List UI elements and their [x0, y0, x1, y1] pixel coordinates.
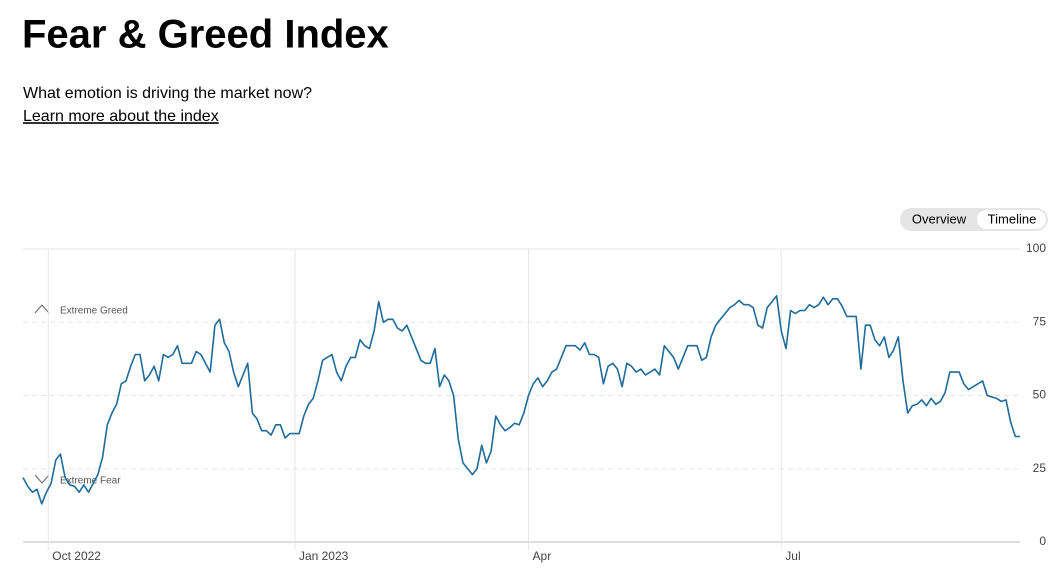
- index-line: [22, 295, 1020, 505]
- x-tick-label: Apr: [533, 549, 552, 563]
- greed-chevron: [34, 304, 50, 314]
- subtitle: What emotion is driving the market now?: [23, 85, 312, 102]
- x-tick-label: Jul: [785, 549, 800, 563]
- y-tick-label: 100: [1026, 241, 1046, 255]
- zone-label: Extreme Greed: [60, 306, 128, 317]
- y-tick-label: 50: [1033, 388, 1047, 402]
- learn-link[interactable]: Learn more about the index: [23, 108, 219, 125]
- x-tick-label: Jan 2023: [299, 549, 349, 563]
- toggle-option[interactable]: Timeline: [988, 211, 1037, 226]
- toggle-option[interactable]: Overview: [912, 211, 967, 226]
- zone-label: Extreme Fear: [60, 476, 121, 487]
- y-tick-label: 0: [1039, 534, 1046, 548]
- y-tick-label: 25: [1033, 461, 1047, 475]
- y-tick-label: 75: [1033, 314, 1047, 328]
- toggle-selected: [977, 210, 1046, 229]
- x-tick-label: Oct 2022: [52, 549, 101, 563]
- fear-chevron: [34, 474, 50, 484]
- page-title: Fear & Greed Index: [22, 13, 389, 57]
